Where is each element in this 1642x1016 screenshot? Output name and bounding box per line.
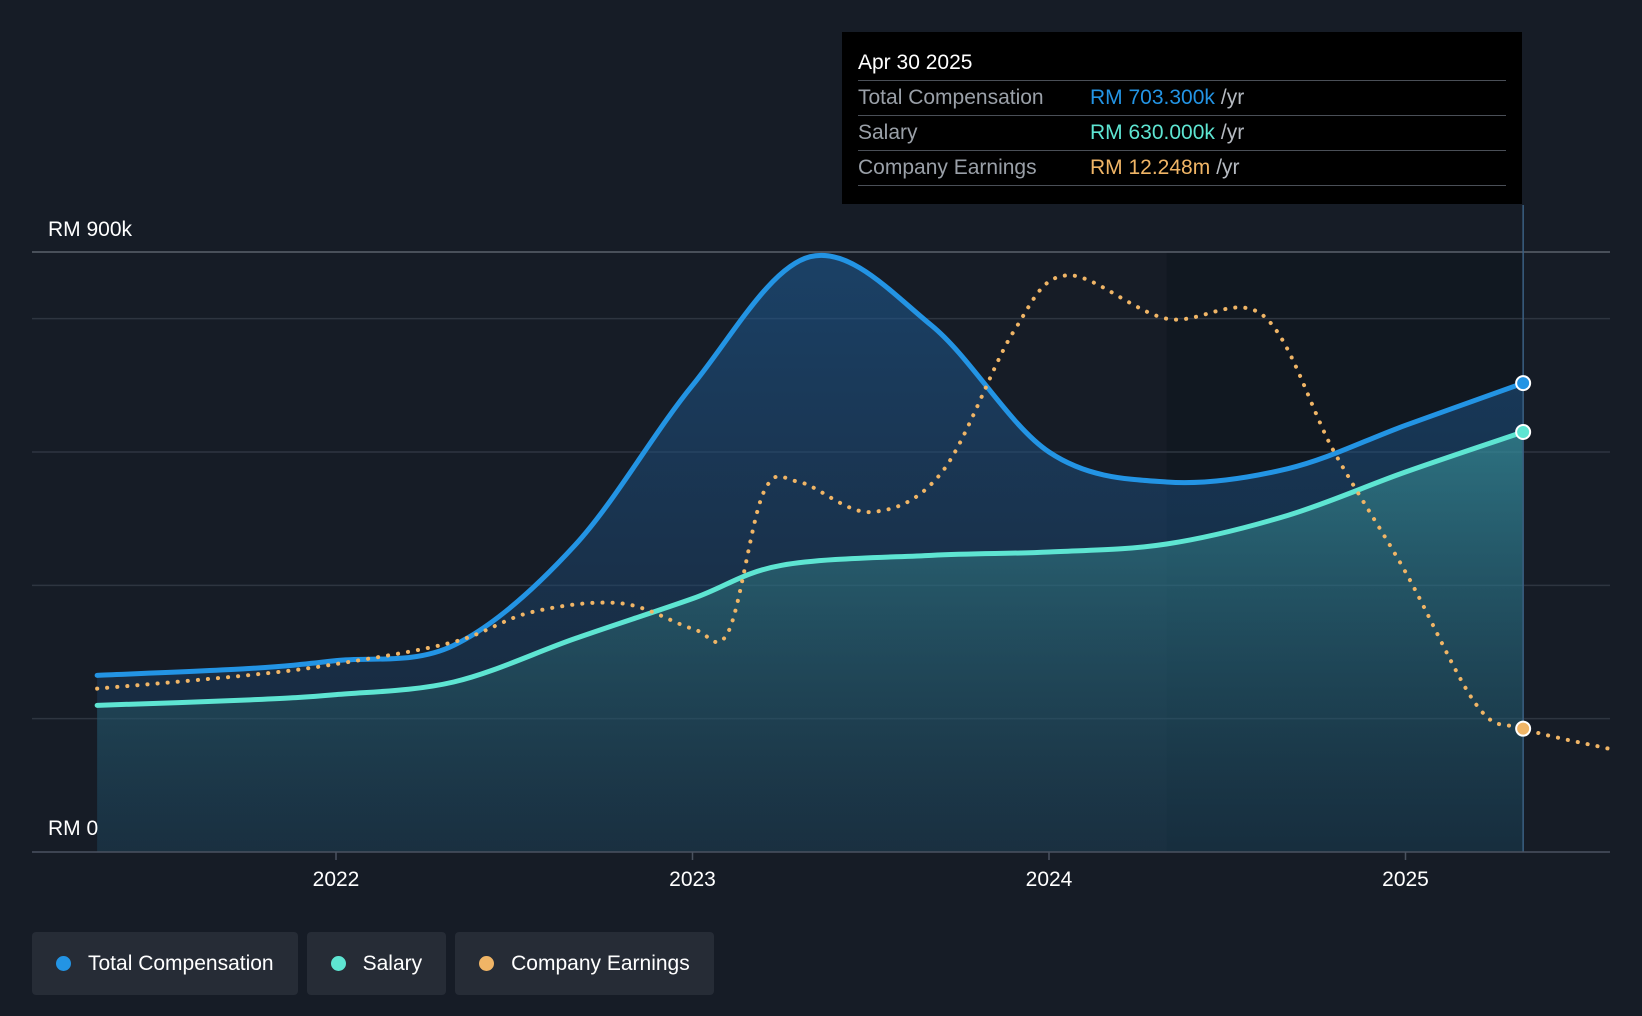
tooltip-unit: /yr [1216, 156, 1240, 179]
x-tick-label-2023: 2023 [669, 868, 716, 891]
series-areas [97, 255, 1524, 852]
area-salary [97, 432, 1524, 852]
x-tick-label-2025: 2025 [1382, 868, 1429, 891]
x-axis-ticks: 2022 2023 2024 2025 [313, 852, 1429, 891]
marker-salary [1515, 424, 1532, 440]
y-label-top: RM 900k [48, 218, 133, 241]
x-tick-label-2022: 2022 [313, 868, 360, 891]
y-label-bottom: RM 0 [48, 817, 98, 840]
tooltip-date: Apr 30 2025 [858, 51, 973, 74]
legend-item-company-earnings[interactable]: Company Earnings [455, 932, 714, 995]
line-salary [94, 429, 1526, 708]
tooltip: Apr 30 2025 Total Compensation RM 703.30… [842, 32, 1522, 204]
tooltip-row-total-compensation: Total Compensation RM 703.300k /yr [858, 80, 1506, 115]
legend-dot-icon [330, 956, 346, 971]
tooltip-value: RM 630.000k [1090, 121, 1215, 144]
legend-label: Total Compensation [88, 951, 274, 975]
legend-label: Salary [362, 951, 423, 975]
legend-label: Company Earnings [511, 951, 690, 975]
tooltip-value: RM 703.300k [1090, 86, 1215, 109]
marker-company-earnings [1515, 720, 1532, 737]
tooltip-row-salary: Salary RM 630.000k /yr [858, 115, 1506, 150]
legend-dot-icon [56, 956, 71, 971]
legend-item-salary[interactable]: Salary [306, 932, 447, 995]
legend-item-total-compensation[interactable]: Total Compensation [32, 932, 298, 995]
tooltip-label: Salary [858, 121, 918, 144]
line-total-compensation [94, 252, 1526, 678]
tooltip-label: Company Earnings [858, 156, 1037, 179]
series-markers [1515, 375, 1532, 737]
tooltip-value: RM 12.248m [1090, 156, 1211, 179]
marker-total-compensation [1515, 375, 1532, 392]
legend: Total Compensation Salary Company Earnin… [32, 932, 714, 995]
tooltip-unit: /yr [1220, 86, 1245, 109]
line-company-earnings [95, 273, 1611, 751]
tooltip-row-company-earnings: Company Earnings RM 12.248m /yr [858, 150, 1506, 186]
series-lines [94, 252, 1611, 751]
tooltip-unit: /yr [1220, 121, 1245, 144]
legend-dot-icon [479, 956, 495, 971]
x-tick-label-2024: 2024 [1026, 868, 1073, 891]
tooltip-label: Total Compensation [858, 86, 1044, 109]
